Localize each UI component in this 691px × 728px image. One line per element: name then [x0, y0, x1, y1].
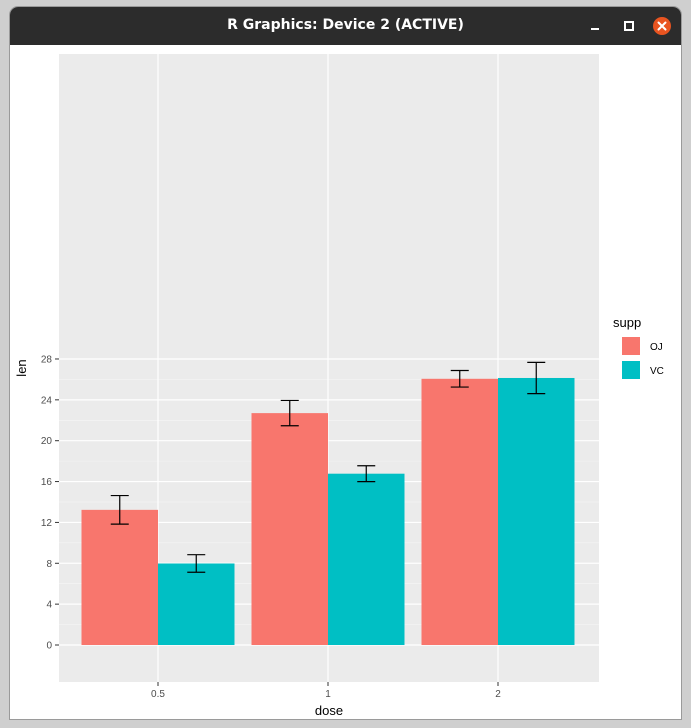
close-button[interactable] — [653, 17, 671, 35]
title-bar[interactable]: R Graphics: Device 2 (ACTIVE) — [10, 7, 681, 45]
legend-label-OJ: OJ — [650, 342, 663, 353]
y-tick-label: 8 — [46, 559, 52, 570]
close-icon — [653, 17, 671, 35]
x-axis: 0.5 1 2 — [151, 682, 501, 700]
y-tick-label: 24 — [41, 395, 53, 406]
legend-key-OJ — [622, 337, 640, 355]
legend-label-VC: VC — [650, 366, 664, 377]
x-axis-title: dose — [315, 703, 343, 718]
y-tick-label: 28 — [41, 354, 53, 365]
minimize-icon — [591, 28, 599, 30]
legend-title: supp — [613, 315, 641, 330]
bar-VC-2 — [498, 377, 575, 645]
y-axis-title: len — [14, 359, 29, 376]
maximize-button[interactable] — [620, 17, 638, 35]
legend-key-VC — [622, 361, 640, 379]
r-graphics-window: R Graphics: Device 2 (ACTIVE) 0 4 8 12 16 20 2… — [10, 7, 681, 719]
bar-OJ-1 — [251, 413, 328, 645]
y-tick-label: 12 — [41, 518, 53, 529]
y-tick-label: 4 — [46, 600, 52, 611]
y-tick-label: 0 — [46, 641, 52, 652]
legend: supp OJ VC — [613, 315, 664, 379]
bars — [81, 377, 575, 645]
window-title: R Graphics: Device 2 (ACTIVE) — [227, 17, 464, 33]
minimize-button[interactable] — [586, 17, 604, 35]
x-tick-label: 0.5 — [151, 689, 165, 700]
bar-OJ-0.5 — [81, 509, 158, 645]
bar-OJ-2 — [421, 378, 498, 645]
y-tick-label: 16 — [41, 477, 53, 488]
bar-VC-1 — [328, 473, 405, 645]
maximize-icon — [624, 21, 634, 31]
bar-VC-0.5 — [158, 563, 235, 645]
error-bars — [110, 361, 546, 573]
y-axis: 0 4 8 12 16 20 24 28 — [41, 354, 59, 652]
x-tick-label: 2 — [495, 689, 501, 700]
x-tick-label: 1 — [325, 689, 331, 700]
y-tick-label: 20 — [41, 436, 53, 447]
